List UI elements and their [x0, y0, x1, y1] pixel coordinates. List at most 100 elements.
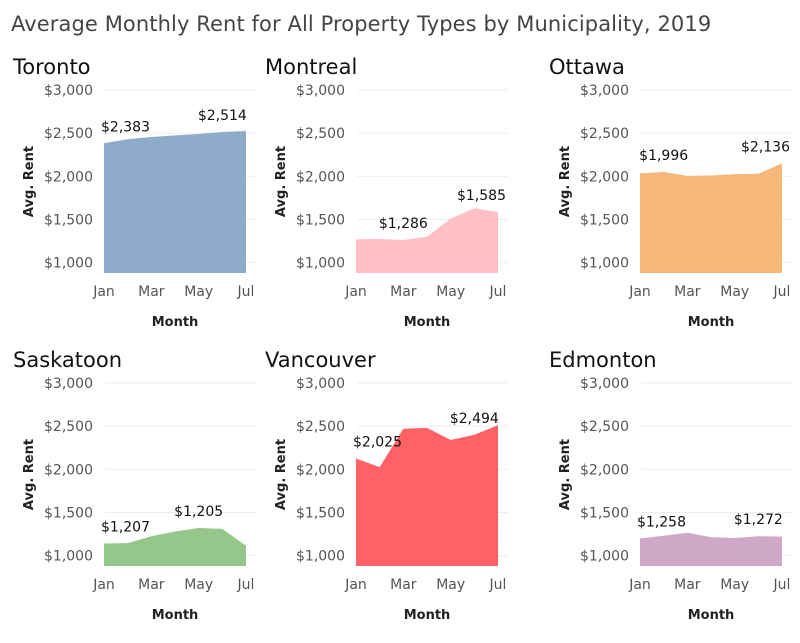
x-tick-label: Mar [138, 284, 165, 300]
area-chart-ottawa: $1,000 $1,500 $2,000 $2,500 $3,000 Jan Mar May J… [558, 83, 792, 330]
area-series [640, 163, 782, 273]
panel-title: Edmonton [549, 348, 657, 372]
x-tick-label: Mar [674, 577, 701, 593]
panel-toronto: Toronto $1,000 $1,500 $2,000 $2,500 $3,000 Ja… [10, 55, 275, 350]
data-label: $1,585 [457, 188, 506, 204]
area-series [356, 208, 498, 273]
y-tick-label: $1,000 [296, 549, 345, 565]
area-chart-vancouver: $1,000 $1,500 $2,000 $2,500 $3,000 Jan Mar May J… [274, 376, 508, 623]
y-tick-label: $1,500 [580, 505, 629, 521]
x-tick-label: Jul [773, 577, 791, 593]
y-tick-label: $2,000 [44, 462, 93, 478]
data-label: $1,272 [734, 512, 783, 528]
y-tick-label: $2,000 [580, 462, 629, 478]
x-tick-label: Jul [237, 577, 255, 593]
y-tick-label: $1,000 [44, 549, 93, 565]
x-axis-title: Month [688, 315, 735, 330]
x-tick-label: May [436, 284, 465, 300]
x-tick-label: Jul [489, 284, 507, 300]
x-tick-label: May [720, 577, 749, 593]
x-tick-label: May [720, 284, 749, 300]
area-series [104, 131, 246, 273]
y-tick-label: $2,000 [44, 169, 93, 185]
y-tick-label: $2,000 [296, 462, 345, 478]
panel-vancouver: Vancouver $1,000 $1,500 $2,000 $2,500 $3,000… [262, 348, 527, 643]
data-label: $1,286 [379, 216, 428, 232]
x-tick-label: Jan [344, 284, 367, 300]
panel-title: Saskatoon [13, 348, 123, 372]
area-chart-toronto: $1,000 $1,500 $2,000 $2,500 $3,000 Jan Mar May J… [22, 83, 256, 330]
y-axis-title: Avg. Rent [558, 146, 573, 217]
y-tick-label: $2,500 [580, 126, 629, 142]
x-tick-label: Jan [628, 577, 651, 593]
panel-saskatoon: Saskatoon $1,000 $1,500 $2,000 $2,500 $3,000… [10, 348, 275, 643]
y-tick-label: $1,500 [296, 212, 345, 228]
area-series [640, 532, 782, 566]
x-tick-label: Jul [773, 284, 791, 300]
y-axis-title: Avg. Rent [274, 146, 289, 217]
panel-title: Vancouver [265, 348, 376, 372]
y-tick-label: $2,000 [296, 169, 345, 185]
panel-ottawa: Ottawa $1,000 $1,500 $2,000 $2,500 $3,000 Jan… [546, 55, 800, 350]
x-axis-title: Month [152, 608, 199, 623]
x-tick-label: Jul [489, 577, 507, 593]
y-tick-label: $1,500 [580, 212, 629, 228]
y-tick-label: $1,000 [580, 549, 629, 565]
x-tick-label: Mar [390, 284, 417, 300]
data-label: $2,136 [741, 139, 790, 155]
x-tick-label: Mar [390, 577, 417, 593]
y-tick-label: $1,500 [44, 505, 93, 521]
area-chart-montreal: $1,000 $1,500 $2,000 $2,500 $3,000 Jan Mar May J… [274, 83, 508, 330]
y-tick-label: $3,000 [580, 83, 629, 99]
x-tick-label: Jan [92, 577, 115, 593]
data-label: $1,205 [174, 504, 223, 520]
y-tick-label: $2,500 [44, 419, 93, 435]
y-tick-label: $3,000 [44, 376, 93, 392]
x-axis-title: Month [688, 608, 735, 623]
x-tick-label: Jul [237, 284, 255, 300]
data-label: $2,383 [101, 119, 150, 135]
y-tick-label: $2,500 [296, 126, 345, 142]
data-label: $1,258 [637, 514, 686, 530]
data-label: $1,996 [639, 148, 688, 164]
y-tick-label: $1,000 [296, 256, 345, 272]
y-tick-label: $3,000 [44, 83, 93, 99]
y-tick-label: $1,500 [296, 505, 345, 521]
chart-title: Average Monthly Rent for All Property Ty… [11, 12, 712, 36]
y-tick-label: $2,500 [580, 419, 629, 435]
x-axis-title: Month [152, 315, 199, 330]
data-label: $2,494 [450, 411, 499, 427]
y-tick-label: $2,000 [580, 169, 629, 185]
panel-title: Montreal [265, 55, 358, 79]
y-axis-title: Avg. Rent [558, 439, 573, 510]
y-tick-label: $2,500 [44, 126, 93, 142]
x-tick-label: Jan [344, 577, 367, 593]
x-tick-label: May [184, 284, 213, 300]
y-tick-label: $1,000 [580, 256, 629, 272]
area-chart-edmonton: $1,000 $1,500 $2,000 $2,500 $3,000 Jan Mar May J… [558, 376, 792, 623]
x-tick-label: Jan [92, 284, 115, 300]
y-axis-title: Avg. Rent [22, 146, 37, 217]
data-label: $1,207 [101, 520, 150, 536]
area-series [104, 528, 246, 566]
x-tick-label: May [436, 577, 465, 593]
area-chart-saskatoon: $1,000 $1,500 $2,000 $2,500 $3,000 Jan Mar May J… [22, 376, 256, 623]
x-tick-label: Mar [674, 284, 701, 300]
y-tick-label: $3,000 [296, 376, 345, 392]
y-axis-title: Avg. Rent [22, 439, 37, 510]
panel-edmonton: Edmonton $1,000 $1,500 $2,000 $2,500 $3,000 J… [546, 348, 800, 643]
y-tick-label: $1,000 [44, 256, 93, 272]
x-tick-label: Mar [138, 577, 165, 593]
x-axis-title: Month [404, 608, 451, 623]
panel-title: Ottawa [549, 55, 625, 79]
y-tick-label: $3,000 [296, 83, 345, 99]
x-tick-label: Jan [628, 284, 651, 300]
data-label: $2,025 [353, 435, 402, 451]
data-label: $2,514 [198, 108, 247, 124]
panel-montreal: Montreal $1,000 $1,500 $2,000 $2,500 $3,000 J… [262, 55, 527, 350]
y-tick-label: $2,500 [296, 419, 345, 435]
x-axis-title: Month [404, 315, 451, 330]
area-series [356, 425, 498, 566]
y-axis-title: Avg. Rent [274, 439, 289, 510]
panel-title: Toronto [13, 55, 91, 79]
